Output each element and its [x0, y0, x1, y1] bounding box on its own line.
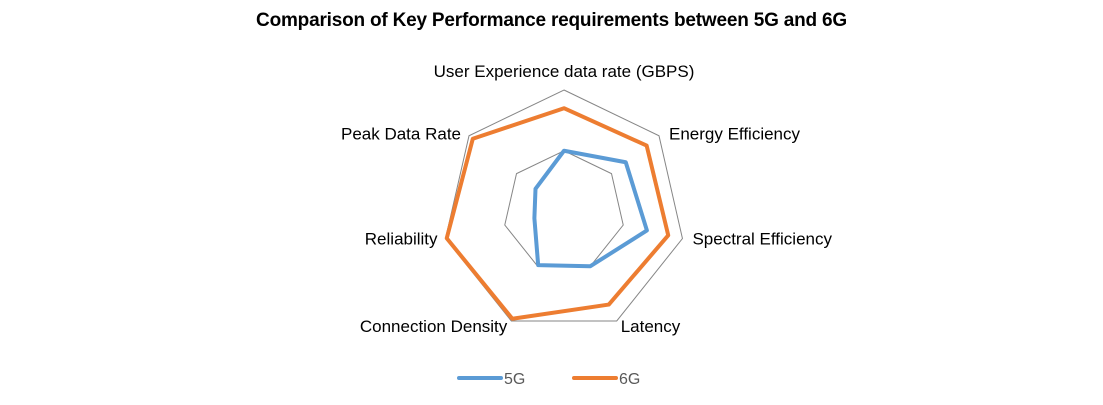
chart-title: Comparison of Key Performance requiremen…	[256, 10, 847, 31]
axis-label-3: Latency	[621, 317, 681, 336]
legend-label-5g: 5G	[504, 371, 525, 388]
axis-label-1: Energy Efficiency	[669, 125, 801, 144]
axis-label-6: Peak Data Rate	[341, 125, 461, 144]
legend: 5G 6G	[457, 371, 640, 388]
axis-label-5: Reliability	[365, 230, 438, 249]
axis-label-4: Connection Density	[360, 317, 508, 336]
series-line-5g	[532, 148, 649, 269]
series-line-6g	[444, 106, 671, 321]
radar-grid	[445, 89, 683, 322]
axis-label-2: Spectral Efficiency	[692, 230, 832, 249]
axis-labels: User Experience data rate (GBPS) Energy E…	[341, 62, 832, 336]
legend-label-6g: 6G	[619, 371, 640, 388]
axis-label-0: User Experience data rate (GBPS)	[434, 62, 695, 81]
grid-ring-5	[504, 150, 624, 267]
radar-series	[444, 106, 671, 321]
grid-ring-10	[445, 89, 683, 322]
